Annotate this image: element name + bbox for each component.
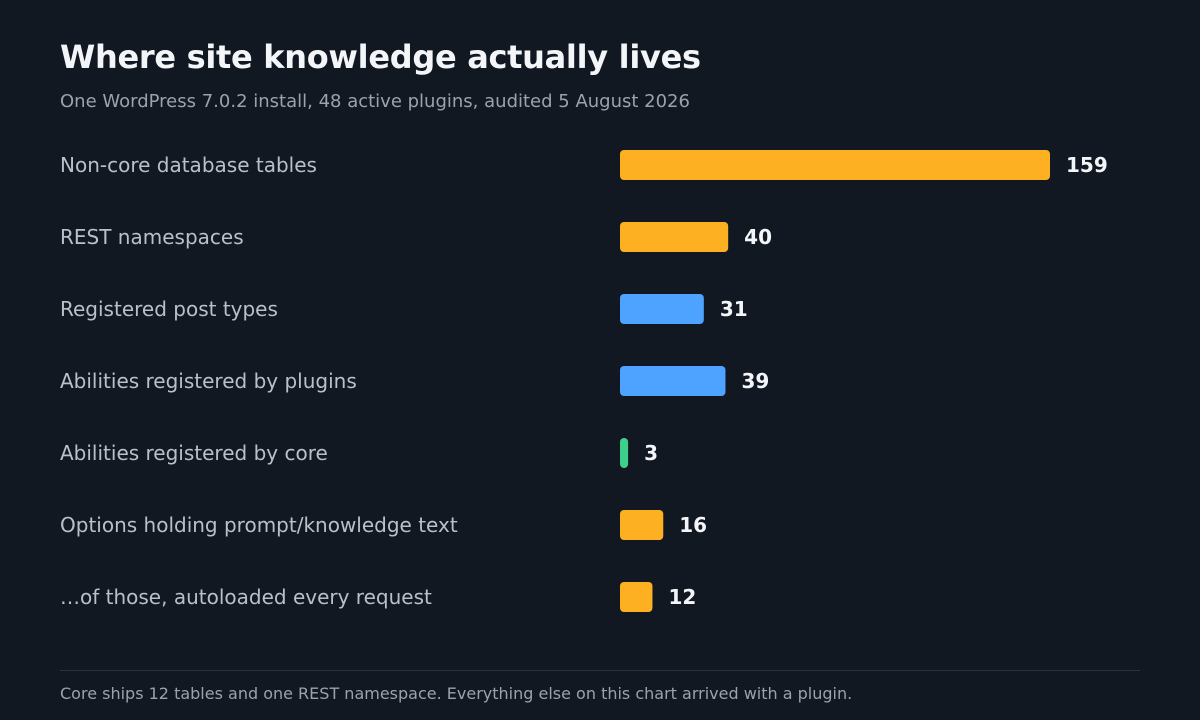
value-label: 39 [741, 369, 769, 393]
chart-subtitle: One WordPress 7.0.2 install, 48 active p… [60, 91, 690, 112]
chart-title: Where site knowledge actually lives [60, 38, 701, 76]
bar [620, 510, 664, 540]
value-label: 16 [679, 513, 707, 537]
category-label: REST namespaces [60, 225, 244, 249]
category-label: Abilities registered by core [60, 441, 328, 465]
bar [620, 582, 653, 612]
category-label: Abilities registered by plugins [60, 369, 357, 393]
bar [620, 294, 704, 324]
category-label: Registered post types [60, 297, 278, 321]
value-label: 12 [668, 585, 696, 609]
category-label: Non-core database tables [60, 153, 317, 177]
value-label: 159 [1066, 153, 1108, 177]
value-label: 31 [720, 297, 748, 321]
bar [620, 150, 1050, 180]
footnote-divider [60, 670, 1140, 671]
footnote: Core ships 12 tables and one REST namesp… [60, 684, 853, 703]
category-label: Options holding prompt/knowledge text [60, 513, 458, 537]
value-label: 40 [744, 225, 772, 249]
bar [620, 222, 729, 252]
value-label: 3 [644, 441, 658, 465]
bar [620, 438, 629, 468]
bar [620, 366, 726, 396]
category-label: …of those, autoloaded every request [60, 585, 432, 609]
